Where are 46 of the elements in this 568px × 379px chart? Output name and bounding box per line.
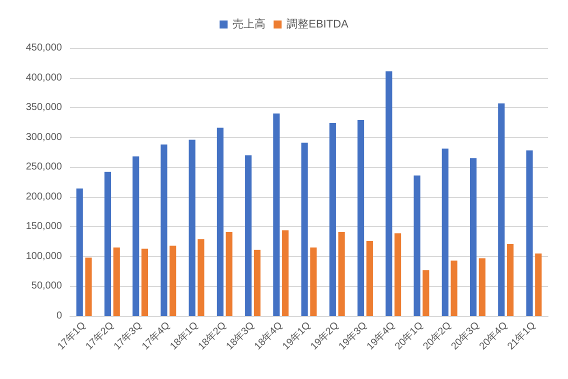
bar [216,128,224,316]
bar [366,240,373,316]
bar [132,156,140,316]
bar [478,258,486,316]
bar [338,232,345,316]
legend-label: 売上高 [232,18,266,30]
bar [198,239,204,316]
y-tick-label: 100,000 [26,250,62,262]
y-tick-label: 450,000 [26,42,62,54]
bar [506,244,514,316]
bar [141,248,148,316]
bar [245,155,252,316]
bar [170,246,176,316]
bar [226,232,232,316]
bar [113,248,120,316]
bar [282,230,289,316]
bar [329,123,336,316]
bar [450,260,458,316]
y-tick-label: 200,000 [26,191,62,202]
bar [498,103,505,316]
bar [422,270,430,316]
bar [273,114,280,316]
bar [470,158,477,316]
bar [535,253,542,316]
y-tick-label: 0 [56,310,62,322]
y-tick-label: 250,000 [26,162,62,173]
bar [85,258,92,316]
bar [394,233,402,316]
bar [160,144,168,316]
bar [358,120,364,316]
bar [301,142,308,316]
legend-label: 調整EBITDA [286,18,350,30]
bar [386,71,392,316]
bar [76,188,83,316]
y-tick-label: 300,000 [26,132,62,143]
bar [310,248,317,316]
bar [254,250,260,316]
y-tick-label: 50,000 [31,280,62,292]
bar [442,148,448,316]
bar [104,172,112,316]
bar [414,175,420,316]
bar [526,150,533,316]
y-tick-label: 350,000 [26,102,62,114]
y-tick-label: 150,000 [26,221,62,232]
bar [188,140,196,316]
y-tick-label: 400,000 [26,72,62,84]
